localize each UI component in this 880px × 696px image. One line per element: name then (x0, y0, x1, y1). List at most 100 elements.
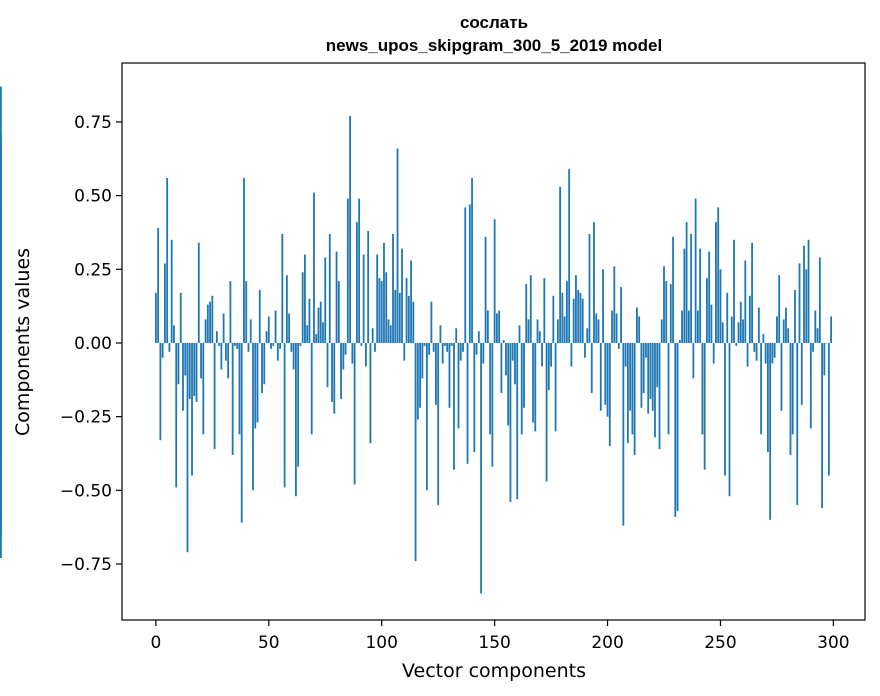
bar-114 (412, 301, 415, 343)
bar-100 (380, 281, 383, 343)
bar-80 (335, 251, 338, 343)
bar-281 (789, 342, 792, 455)
bar-86 (349, 116, 351, 343)
bar-171 (541, 342, 543, 367)
bar-273 (771, 342, 774, 364)
bar-5 (166, 177, 169, 343)
bar-112 (407, 295, 410, 343)
bar-174 (547, 342, 550, 391)
bar-138 (466, 342, 469, 464)
bar-90 (358, 198, 361, 343)
bar-250 (719, 269, 722, 343)
bar-265 (753, 342, 756, 352)
bar-58 (285, 275, 288, 343)
bar-209 (626, 342, 629, 444)
bar-97 (374, 342, 376, 352)
bar-111 (405, 278, 408, 343)
bar-154 (502, 340, 505, 343)
bar-143 (477, 331, 480, 343)
bar-23 (206, 304, 209, 343)
bar-122 (430, 301, 433, 343)
bar-8 (173, 325, 175, 343)
bar-94 (367, 230, 370, 343)
bar-50 (267, 316, 270, 343)
bar-283 (794, 289, 796, 343)
bar-92 (362, 254, 365, 343)
bar-198 (602, 269, 604, 343)
bar-57 (283, 342, 286, 488)
x-tick-label: 0 (150, 633, 161, 653)
bar-244 (706, 278, 708, 343)
bar-292 (814, 310, 817, 343)
bar-240 (696, 310, 699, 343)
bar-248 (715, 222, 717, 343)
bar-88 (353, 342, 356, 485)
bar-253 (726, 292, 729, 343)
bar-238 (692, 342, 695, 379)
bar-241 (699, 248, 702, 343)
chart-title: сослать (460, 13, 528, 32)
bar-110 (403, 342, 406, 361)
bar-98 (376, 254, 379, 343)
bar-73 (319, 301, 322, 343)
bar-173 (545, 342, 548, 482)
bar-60 (290, 342, 293, 352)
x-tick-label: 250 (704, 633, 736, 653)
bar-19 (197, 242, 200, 343)
bar-102 (385, 272, 388, 343)
bar-233 (681, 310, 683, 343)
bar-125 (437, 342, 440, 506)
bar-186 (575, 275, 577, 343)
bar-151 (495, 313, 498, 343)
bar-47 (261, 342, 263, 394)
bar-194 (593, 222, 595, 343)
bar-25 (211, 295, 214, 343)
bar-266 (755, 342, 758, 361)
bar-67 (306, 325, 309, 343)
bar-13 (184, 342, 187, 376)
bar-109 (401, 248, 403, 343)
bar-133 (455, 328, 458, 343)
bar-213 (636, 307, 638, 343)
bar-226 (665, 281, 668, 343)
bar-290 (809, 342, 812, 429)
bar-81 (337, 281, 340, 343)
bar-69 (310, 342, 313, 435)
bar-251 (721, 322, 724, 343)
x-axis: 0 50 100 150 200 250 300 (150, 620, 850, 653)
bar-178 (556, 319, 559, 343)
bar-89 (355, 222, 358, 343)
bar-257 (735, 342, 738, 346)
bar-83 (342, 342, 345, 370)
bar-237 (690, 233, 693, 343)
bar-99 (378, 278, 381, 343)
bar-274 (773, 342, 776, 358)
bar-197 (599, 342, 602, 411)
bar-212 (633, 342, 636, 455)
bar-199 (604, 342, 607, 405)
bar-234 (683, 248, 686, 343)
bar-200 (606, 342, 609, 417)
bar-16 (191, 342, 193, 476)
bar-71 (315, 334, 318, 343)
bar-236 (687, 310, 690, 343)
bar-32 (227, 342, 230, 379)
y-tick-label: −0.25 (60, 408, 112, 428)
bar-132 (453, 342, 455, 470)
bar-139 (468, 204, 471, 343)
y-tick-label: 0.00 (74, 334, 112, 354)
bar-7 (170, 239, 173, 343)
bar-284 (796, 342, 799, 506)
bar-239 (694, 198, 697, 343)
bar-128 (444, 342, 446, 346)
bar-217 (645, 342, 647, 358)
bar-249 (717, 207, 720, 343)
bar-293 (816, 328, 819, 343)
x-tick-label: 50 (258, 633, 280, 653)
bar-285 (798, 263, 801, 343)
y-axis: −0.75 −0.50 −0.25 0.00 0.25 0.50 0.75 (60, 113, 122, 575)
bar-282 (791, 342, 794, 435)
bar-15 (188, 342, 191, 399)
bar-147 (486, 310, 489, 343)
bar-1 (157, 228, 160, 343)
